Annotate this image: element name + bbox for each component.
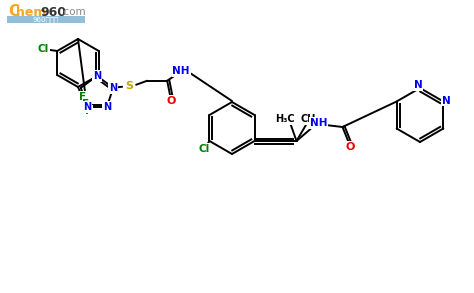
Text: NH: NH — [310, 118, 327, 128]
Text: 960: 960 — [40, 6, 66, 18]
Text: O: O — [346, 142, 355, 152]
Text: S: S — [125, 81, 133, 91]
Text: N: N — [103, 102, 111, 112]
Text: 960化工网: 960化工网 — [33, 16, 59, 23]
Text: .com: .com — [61, 7, 87, 17]
Text: Cl: Cl — [199, 144, 210, 154]
Text: N: N — [109, 83, 117, 93]
Text: N: N — [414, 80, 422, 90]
Text: C: C — [8, 4, 19, 20]
Text: NH: NH — [173, 66, 190, 76]
Text: H₃C: H₃C — [275, 114, 294, 124]
Text: F: F — [80, 92, 87, 102]
Text: N: N — [93, 71, 101, 81]
Text: Cl: Cl — [37, 44, 49, 54]
Text: F: F — [82, 99, 90, 109]
Text: O: O — [166, 96, 176, 106]
FancyBboxPatch shape — [7, 16, 85, 23]
Text: N: N — [442, 96, 451, 105]
Text: hem: hem — [16, 6, 46, 18]
Text: F: F — [85, 106, 92, 116]
Text: CH₃: CH₃ — [301, 114, 320, 124]
Text: N: N — [83, 102, 91, 112]
